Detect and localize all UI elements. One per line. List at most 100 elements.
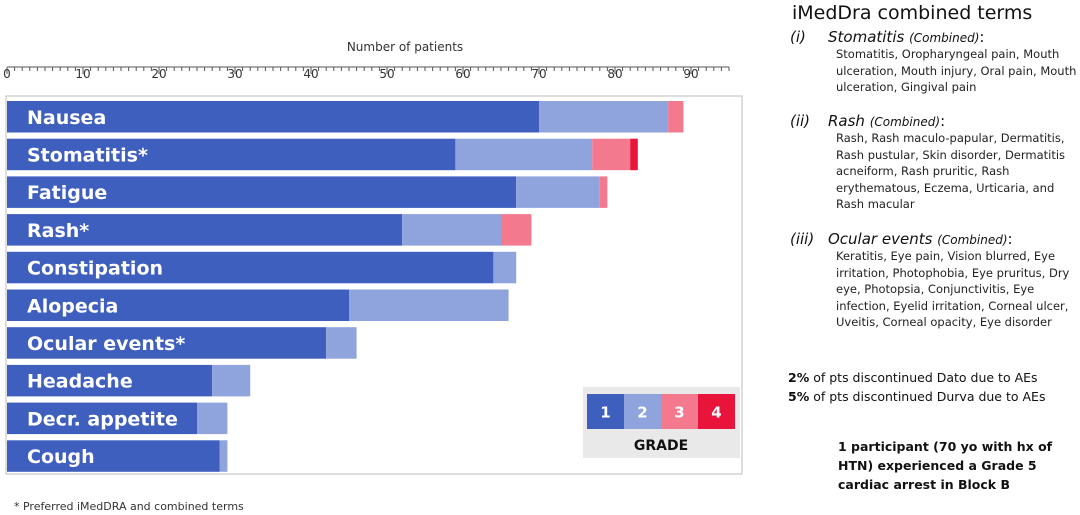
legend-label: 3 bbox=[674, 404, 684, 422]
bar-row: Ocular events* bbox=[7, 327, 357, 359]
x-tick-label: 30 bbox=[227, 67, 242, 81]
bar-row: Decr. appetite bbox=[7, 402, 228, 435]
bar-segment-grade-2 bbox=[516, 176, 600, 208]
x-tick-label: 20 bbox=[151, 67, 166, 81]
group-name: Rash bbox=[828, 112, 865, 130]
group-combined-label: (Combined) bbox=[937, 233, 1008, 247]
bar-segment-grade-3 bbox=[599, 176, 608, 208]
x-tick-label: 40 bbox=[303, 67, 318, 81]
group-terms: Keratitis, Eye pain, Vision blurred, Eye… bbox=[836, 249, 1070, 329]
category-label: Stomatitis* bbox=[27, 144, 148, 166]
legend-label: 4 bbox=[711, 404, 721, 422]
bar-row: Rash* bbox=[7, 214, 532, 246]
x-tick-label: 50 bbox=[379, 67, 394, 81]
legend-label: 2 bbox=[637, 404, 647, 422]
bar-segment-grade-2 bbox=[212, 364, 251, 397]
bar-segment-grade-1 bbox=[7, 327, 327, 359]
discontinued-text: of pts discontinued Dato due to AEs bbox=[809, 370, 1038, 385]
legend-swatch-grade-2 bbox=[624, 394, 661, 429]
x-tick-label: 10 bbox=[75, 67, 90, 81]
category-label: Alopecia bbox=[27, 295, 118, 317]
bar-row: Fatigue bbox=[7, 176, 608, 208]
stacked-bar-chart: Number of patients 0 10 20 30 40 50 60 70 80 90 N… bbox=[3, 40, 743, 475]
discontinued-durva: 5% of pts discontinued Durva due to AEs bbox=[788, 389, 1045, 404]
bar-segment-grade-3 bbox=[592, 138, 631, 171]
legend-label: 1 bbox=[600, 404, 610, 422]
category-label: Rash* bbox=[27, 220, 89, 242]
discontinued-pct: 2% bbox=[788, 370, 810, 385]
imeddra-title: iMedDra combined terms bbox=[792, 2, 1033, 24]
x-tick-label: 0 bbox=[3, 67, 11, 81]
group-colon: : bbox=[940, 112, 946, 130]
grade-legend: 1 2 3 4 GRADE bbox=[583, 387, 740, 458]
group-combined-label: (Combined) bbox=[909, 31, 980, 45]
bar-segment-grade-2 bbox=[402, 214, 501, 246]
bar-segment-grade-1 bbox=[7, 214, 403, 246]
bar-segment-grade-1 bbox=[7, 289, 349, 321]
bar-segment-grade-1 bbox=[7, 176, 517, 208]
bar-row: Cough bbox=[7, 440, 228, 472]
discontinued-text: of pts discontinued Durva due to AEs bbox=[809, 389, 1046, 404]
x-tick-label: 90 bbox=[683, 67, 698, 81]
imeddra-panel: iMedDra combined terms (i) Stomatitis (Co… bbox=[780, 0, 1078, 515]
bar-segment-grade-1 bbox=[7, 101, 539, 133]
group-name: Stomatitis bbox=[828, 28, 905, 46]
bar-segment-grade-1 bbox=[7, 138, 456, 171]
group-number: (ii) bbox=[790, 112, 811, 130]
bar-row: Alopecia bbox=[7, 289, 509, 321]
bar-segment-grade-2 bbox=[349, 289, 509, 321]
category-label: Nausea bbox=[27, 107, 106, 129]
group-terms: Rash, Rash maculo-papular, Dermatitis, R… bbox=[836, 131, 1066, 211]
bar-segment-grade-2 bbox=[455, 138, 593, 171]
category-label: Headache bbox=[27, 371, 133, 393]
x-tick-label: 80 bbox=[607, 67, 622, 81]
group-rash: (ii) Rash (Combined): Rash, Rash maculo-p… bbox=[790, 112, 1078, 213]
participant-note: 1 participant (70 yo with hx of HTN) exp… bbox=[838, 439, 1053, 492]
bar-segment-grade-3 bbox=[501, 214, 532, 246]
bar-row: Constipation bbox=[7, 251, 517, 284]
group-number: (iii) bbox=[790, 230, 815, 248]
bar-segment-grade-2 bbox=[326, 327, 357, 359]
bar-segment-grade-2 bbox=[197, 402, 228, 435]
group-combined-label: (Combined) bbox=[869, 115, 941, 129]
bar-segment-grade-2 bbox=[539, 101, 669, 133]
group-number: (i) bbox=[790, 28, 806, 46]
plot-frame bbox=[5, 95, 743, 475]
bars-group: Nausea Stomatitis* Fatigue Rash* Constipatio… bbox=[7, 101, 684, 472]
legend-swatch-grade-4 bbox=[698, 394, 735, 429]
category-label: Constipation bbox=[27, 258, 163, 280]
bar-segment-grade-4 bbox=[630, 138, 638, 171]
group-terms: Stomatitis, Oropharyngeal pain, Mouth ul… bbox=[836, 47, 1077, 94]
group-header: (iii) Ocular events (Combined): bbox=[790, 230, 1078, 248]
discontinued-pct: 5% bbox=[788, 389, 810, 404]
legend-swatch-grade-1 bbox=[587, 394, 624, 429]
bar-segment-grade-2 bbox=[219, 440, 228, 472]
group-colon: : bbox=[979, 28, 985, 46]
category-label: Cough bbox=[27, 446, 95, 468]
category-label: Decr. appetite bbox=[27, 408, 178, 430]
bar-segment-grade-1 bbox=[7, 364, 213, 397]
bar-segment-grade-3 bbox=[668, 101, 684, 133]
x-axis-title: Number of patients bbox=[347, 40, 463, 54]
legend-swatch-grade-3 bbox=[661, 394, 698, 429]
bar-segment-grade-2 bbox=[493, 251, 517, 284]
group-header: (ii) Rash (Combined): bbox=[790, 112, 1078, 130]
x-tick-label: 70 bbox=[531, 67, 546, 81]
x-axis-ticks: 0 10 20 30 40 50 60 70 80 90 bbox=[3, 66, 730, 81]
group-colon: : bbox=[1007, 230, 1013, 248]
category-label: Ocular events* bbox=[27, 333, 185, 355]
group-header: (i) Stomatitis (Combined): bbox=[790, 28, 1078, 46]
bar-row: Nausea bbox=[7, 101, 684, 133]
legend-swatches: 1 2 3 4 bbox=[587, 394, 735, 429]
group-stomatitis: (i) Stomatitis (Combined): Stomatitis, Or… bbox=[790, 28, 1078, 96]
group-name: Ocular events bbox=[828, 230, 933, 248]
category-label: Fatigue bbox=[27, 182, 107, 204]
bar-row: Stomatitis* bbox=[7, 138, 638, 171]
legend-title: GRADE bbox=[634, 438, 688, 454]
footnote: * Preferred iMedDRA and combined terms bbox=[14, 500, 244, 513]
bar-segment-grade-1 bbox=[7, 402, 197, 435]
bar-row: Headache bbox=[7, 364, 251, 397]
discontinued-dato: 2% of pts discontinued Dato due to AEs bbox=[788, 370, 1038, 385]
x-tick-label: 60 bbox=[455, 67, 470, 81]
